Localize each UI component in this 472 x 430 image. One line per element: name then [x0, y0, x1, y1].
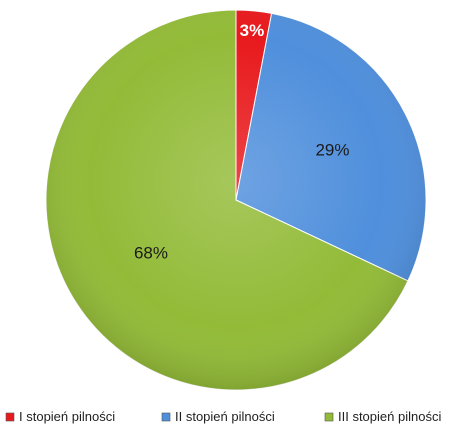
legend-label-2: II stopień pilności	[175, 409, 275, 424]
legend-item-1: I stopień pilności	[5, 409, 115, 424]
pie-slices	[45, 9, 427, 391]
data-label-1: 3%	[240, 21, 265, 40]
pie-data-labels: 3% 29% 68%	[134, 21, 350, 262]
data-label-2: 29%	[315, 140, 349, 159]
legend-item-3: III stopień pilności	[324, 409, 441, 424]
legend-label-3: III stopień pilności	[338, 409, 441, 424]
legend-item-2: II stopień pilności	[161, 409, 275, 424]
legend-label-1: I stopień pilności	[19, 409, 115, 424]
data-label-3: 68%	[134, 243, 168, 262]
legend-swatch-2	[161, 412, 171, 422]
legend-swatch-3	[324, 412, 334, 422]
legend-swatch-1	[5, 412, 15, 422]
legend: I stopień pilności II stopień pilności III…	[5, 409, 441, 424]
